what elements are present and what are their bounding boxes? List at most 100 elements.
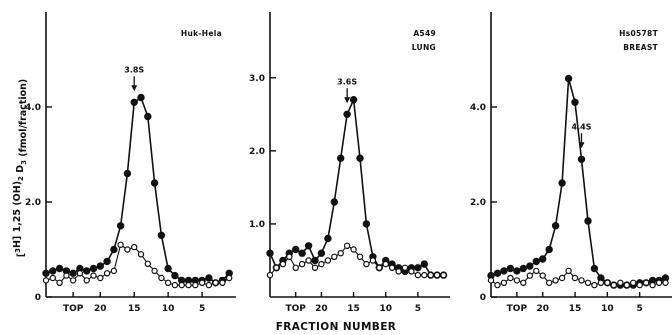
data-point-open: [305, 257, 312, 264]
data-point-open: [662, 279, 669, 286]
data-point-open: [90, 272, 97, 279]
data-point-open: [97, 274, 104, 282]
data-point-filled: [551, 222, 560, 230]
panel-label: LUNG: [412, 43, 436, 52]
data-point-open: [636, 281, 643, 289]
data-point-filled: [513, 267, 521, 275]
data-point-open: [623, 281, 631, 289]
data-point-open: [630, 279, 637, 286]
data-point-open: [610, 281, 618, 289]
data-point-open: [185, 281, 192, 289]
data-point-open: [369, 257, 377, 264]
data-point-filled: [157, 231, 166, 240]
data-point-open: [69, 277, 77, 284]
data-point-filled: [349, 96, 358, 104]
data-point-filled: [311, 256, 319, 265]
panel-hukhela: 0 2.0 4.0 TOP 20 15 10 5 Huk-Hela 3.8S: [25, 12, 236, 314]
data-point-filled: [584, 217, 592, 225]
data-point-filled: [420, 260, 428, 268]
data-point-open: [382, 260, 389, 268]
data-point-open: [440, 271, 447, 279]
data-point-open: [56, 279, 63, 286]
data-point-filled: [123, 169, 132, 178]
data-point-open: [103, 270, 111, 277]
data-point-filled: [42, 269, 50, 277]
data-point-open: [494, 281, 501, 289]
data-point-open: [110, 267, 118, 275]
x-tick-label: 10: [162, 304, 175, 314]
data-point-filled: [324, 234, 332, 243]
data-point-open: [144, 260, 151, 267]
data-point-open: [401, 264, 409, 271]
data-point-filled: [292, 245, 300, 254]
data-point-filled: [116, 222, 125, 230]
data-point-open: [279, 260, 287, 268]
data-point-filled: [266, 249, 274, 257]
panel-label: Huk-Hela: [181, 29, 222, 38]
data-point-open: [421, 271, 428, 279]
data-point-open: [42, 277, 50, 284]
data-point-filled: [330, 198, 338, 206]
data-point-filled: [539, 255, 547, 263]
data-point-filled: [144, 112, 152, 121]
data-point-filled: [558, 179, 566, 187]
data-point-filled: [571, 98, 579, 107]
x-tick-label: 15: [569, 304, 582, 314]
panel-hs578t: 0 2.0 4.0 TOP 20 15 10 5 Hs0578T BREAST 4.4S: [470, 12, 672, 314]
data-point-open: [388, 264, 396, 271]
x-tick-label: 20: [94, 304, 107, 314]
data-point-open: [571, 274, 579, 282]
data-point-open: [178, 281, 185, 289]
data-point-open: [642, 279, 650, 286]
peak-arrow-head: [578, 142, 585, 149]
data-point-open: [63, 272, 70, 279]
data-point-filled: [343, 110, 351, 119]
y-axis-label: [3H] 1,25 (OH)2 D3 (fmol/fraction): [12, 79, 29, 257]
x-tick-label: 5: [415, 304, 421, 314]
data-point-open: [513, 277, 521, 284]
x-tick-label: 5: [637, 304, 643, 314]
data-point-open: [164, 279, 172, 286]
data-point-filled: [164, 264, 172, 273]
data-point-open: [273, 264, 280, 271]
data-point-open: [83, 277, 90, 284]
panel-label: A549: [413, 29, 436, 38]
data-point-filled: [414, 264, 422, 272]
x-tick-label: 20: [315, 304, 328, 314]
data-point-open: [117, 241, 124, 248]
data-point-filled: [317, 249, 326, 257]
data-point-open: [130, 243, 138, 251]
y-tick-label: 4.0: [470, 103, 486, 113]
data-point-filled: [564, 74, 573, 83]
panel-label: BREAST: [623, 43, 658, 52]
data-point-open: [414, 271, 422, 279]
data-point-open: [408, 268, 415, 275]
data-point-open: [395, 268, 402, 275]
data-point-filled: [55, 264, 64, 273]
data-point-open: [617, 279, 624, 286]
data-point-open: [266, 271, 274, 279]
data-point-open: [539, 272, 546, 279]
y-tick-label: 0: [35, 293, 41, 303]
data-point-open: [655, 279, 663, 286]
x-tick-label: 10: [379, 304, 392, 314]
data-point-open: [124, 246, 131, 253]
data-point-open: [205, 281, 213, 289]
y-tick-label: 4.0: [25, 103, 41, 113]
x-tick-label: TOP: [286, 304, 307, 314]
data-point-open: [591, 281, 598, 289]
peak-arrow-head: [131, 85, 138, 92]
y-tick-label: 0: [480, 293, 486, 303]
data-point-open: [212, 279, 219, 286]
series-line-open: [45, 243, 230, 286]
peak-label: 3.8S: [124, 65, 144, 74]
data-point-filled: [577, 155, 586, 164]
data-point-open: [76, 270, 84, 277]
data-point-open: [286, 253, 293, 260]
data-point-filled: [500, 267, 508, 275]
data-point-filled: [532, 257, 540, 266]
peak-arrow-head: [344, 97, 351, 104]
data-point-open: [649, 281, 656, 289]
data-point-open: [350, 246, 357, 253]
data-point-open: [331, 253, 338, 260]
